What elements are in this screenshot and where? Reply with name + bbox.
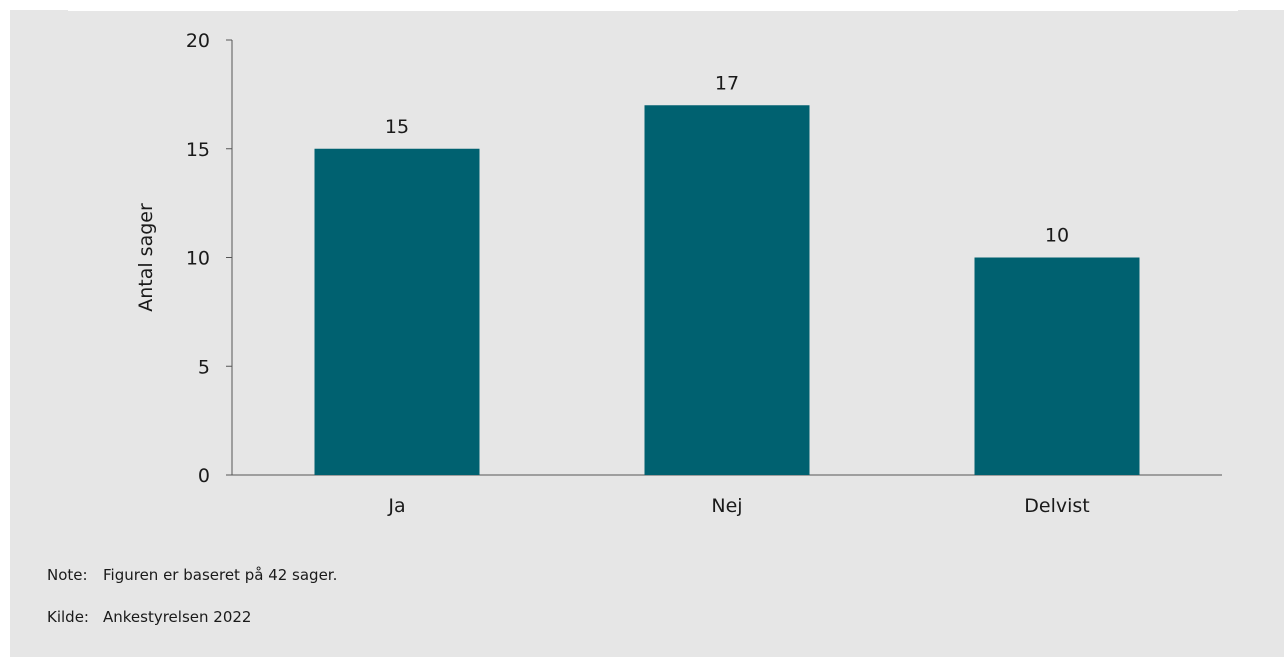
data-label: 10 [1045,225,1069,247]
note-text: Figuren er baseret på 42 sager. [103,566,338,584]
y-axis-label: Antal sager [135,203,157,312]
bar [314,148,480,475]
data-label: 15 [385,116,409,138]
y-tick-label: 15 [186,139,210,161]
data-label: 17 [715,72,739,94]
x-tick-label: Nej [711,495,742,517]
source-label: Kilde: [47,608,89,626]
note-label: Note: [47,566,88,584]
top-divider [68,10,1238,11]
source-line: Kilde: Ankestyrelsen 2022 [47,608,251,626]
y-tick-label: 20 [186,30,210,52]
x-tick-label: Ja [387,495,405,517]
y-tick-label: 0 [198,465,210,487]
bar [644,105,810,475]
y-tick-label: 10 [186,248,210,270]
note-line: Note: Figuren er baseret på 42 sager. [47,566,337,584]
y-tick-label: 5 [198,356,210,378]
source-text: Ankestyrelsen 2022 [103,608,252,626]
x-tick-label: Delvist [1024,495,1089,517]
bar [974,257,1140,475]
